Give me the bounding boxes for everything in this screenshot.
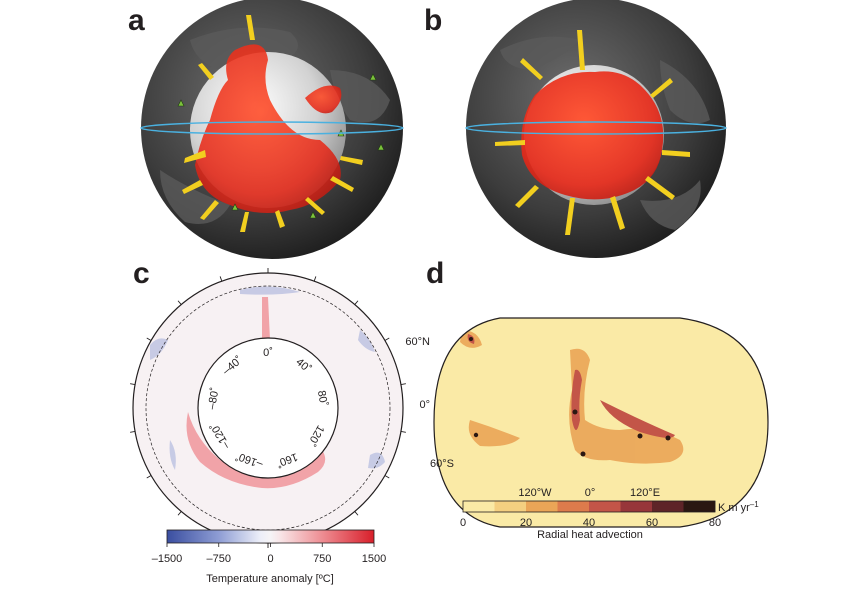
colorbar-temperature-tick-label: –750 — [207, 553, 231, 565]
colorbar-temperature-tick-label: 0 — [267, 553, 273, 565]
hotspot-markers-a — [177, 73, 385, 219]
colorbar-advection-tick-label: 40 — [583, 517, 595, 529]
lat-label-0: 0° — [419, 399, 430, 411]
outer-tick — [354, 511, 359, 516]
robinson-map — [434, 318, 768, 527]
map-outline — [433, 317, 769, 528]
outer-tick — [384, 475, 390, 479]
hot-anomalies — [186, 297, 326, 489]
colorbar-advection-swatch — [589, 501, 621, 512]
colorbar-advection-unit: K m yr–1 — [718, 500, 759, 514]
colorbar-advection-tick-label: 80 — [709, 517, 721, 529]
lat-label-60n: 60°N — [405, 336, 430, 348]
colorbar-advection-swatch — [557, 501, 590, 512]
colorbar-temperature-ticks: –1500 –750 0 750 1500 — [152, 543, 386, 565]
colorbar-temperature — [166, 529, 375, 544]
colorbar-temperature-tick-label: 750 — [313, 553, 331, 565]
plumes-a — [195, 44, 342, 214]
outer-tick — [177, 511, 182, 516]
colorbar-advection-tick-label: 0 — [460, 517, 466, 529]
plumes-b — [521, 71, 664, 200]
continents-b — [500, 36, 710, 230]
equator-a — [140, 121, 404, 135]
panel-label-d: d — [426, 257, 444, 290]
colorbar-temperature-tick-label: –1500 — [152, 553, 183, 565]
lon-label-0: 0° — [585, 487, 596, 499]
angle-label: 80˚ — [315, 390, 330, 408]
outer-tick — [177, 300, 182, 305]
outer-tick — [313, 276, 317, 282]
colorbar-advection-ticks: 0 20 40 60 80 — [460, 517, 721, 529]
outer-tick — [146, 337, 152, 341]
panel-label-b: b — [424, 4, 442, 37]
colorbar-advection-swatch — [683, 501, 716, 512]
outer-tick — [130, 383, 136, 386]
angle-label: –80˚ — [206, 387, 222, 411]
colorbar-advection-swatch — [463, 501, 495, 512]
panel-c: c 0˚40˚80˚120˚160˚–160˚–120˚–80˚–40˚ –15… — [130, 257, 406, 585]
colorbar-advection-tick-label: 60 — [646, 517, 658, 529]
panel-a: a — [128, 0, 404, 259]
panel-b: b — [424, 0, 727, 258]
colorbar-advection-swatch — [620, 501, 653, 512]
lon-label-120w: 120°W — [518, 487, 552, 499]
inner-core-boundary — [197, 337, 339, 479]
outer-tick — [400, 430, 406, 433]
outer-tick — [400, 383, 406, 386]
colorbar-advection-swatch — [652, 501, 684, 512]
colorbar-advection-tick-label: 20 — [520, 517, 532, 529]
panel-d: d 60°N 0° 60°S — [405, 257, 769, 541]
outer-tick — [130, 430, 136, 433]
outer-tick — [354, 300, 359, 305]
lat-label-60s: 60°S — [430, 458, 454, 470]
equator-b — [465, 121, 727, 135]
advection-features — [460, 330, 684, 464]
colorbar-temperature-tick-label: 1500 — [362, 553, 386, 565]
outer-tick — [219, 276, 223, 282]
panel-label-c: c — [133, 257, 150, 290]
colorbar-advection — [462, 500, 716, 513]
outer-tick — [384, 337, 390, 341]
colorbar-advection-swatch — [526, 501, 558, 512]
outer-tick-marks — [130, 268, 406, 548]
conduits-b — [495, 30, 690, 235]
panel-label-a: a — [128, 4, 145, 37]
colorbar-advection-title: Radial heat advection — [537, 529, 643, 541]
outer-tick — [146, 475, 152, 479]
cold-anomalies — [150, 286, 385, 470]
colorbar-temperature-title: Temperature anomaly [ºC] — [206, 573, 334, 585]
colorbar-advection-frame — [462, 500, 716, 513]
lon-label-120e: 120°E — [630, 487, 660, 499]
conduits-a — [182, 15, 363, 232]
colorbar-advection-swatch — [494, 501, 527, 512]
angle-label: 0˚ — [263, 347, 273, 359]
